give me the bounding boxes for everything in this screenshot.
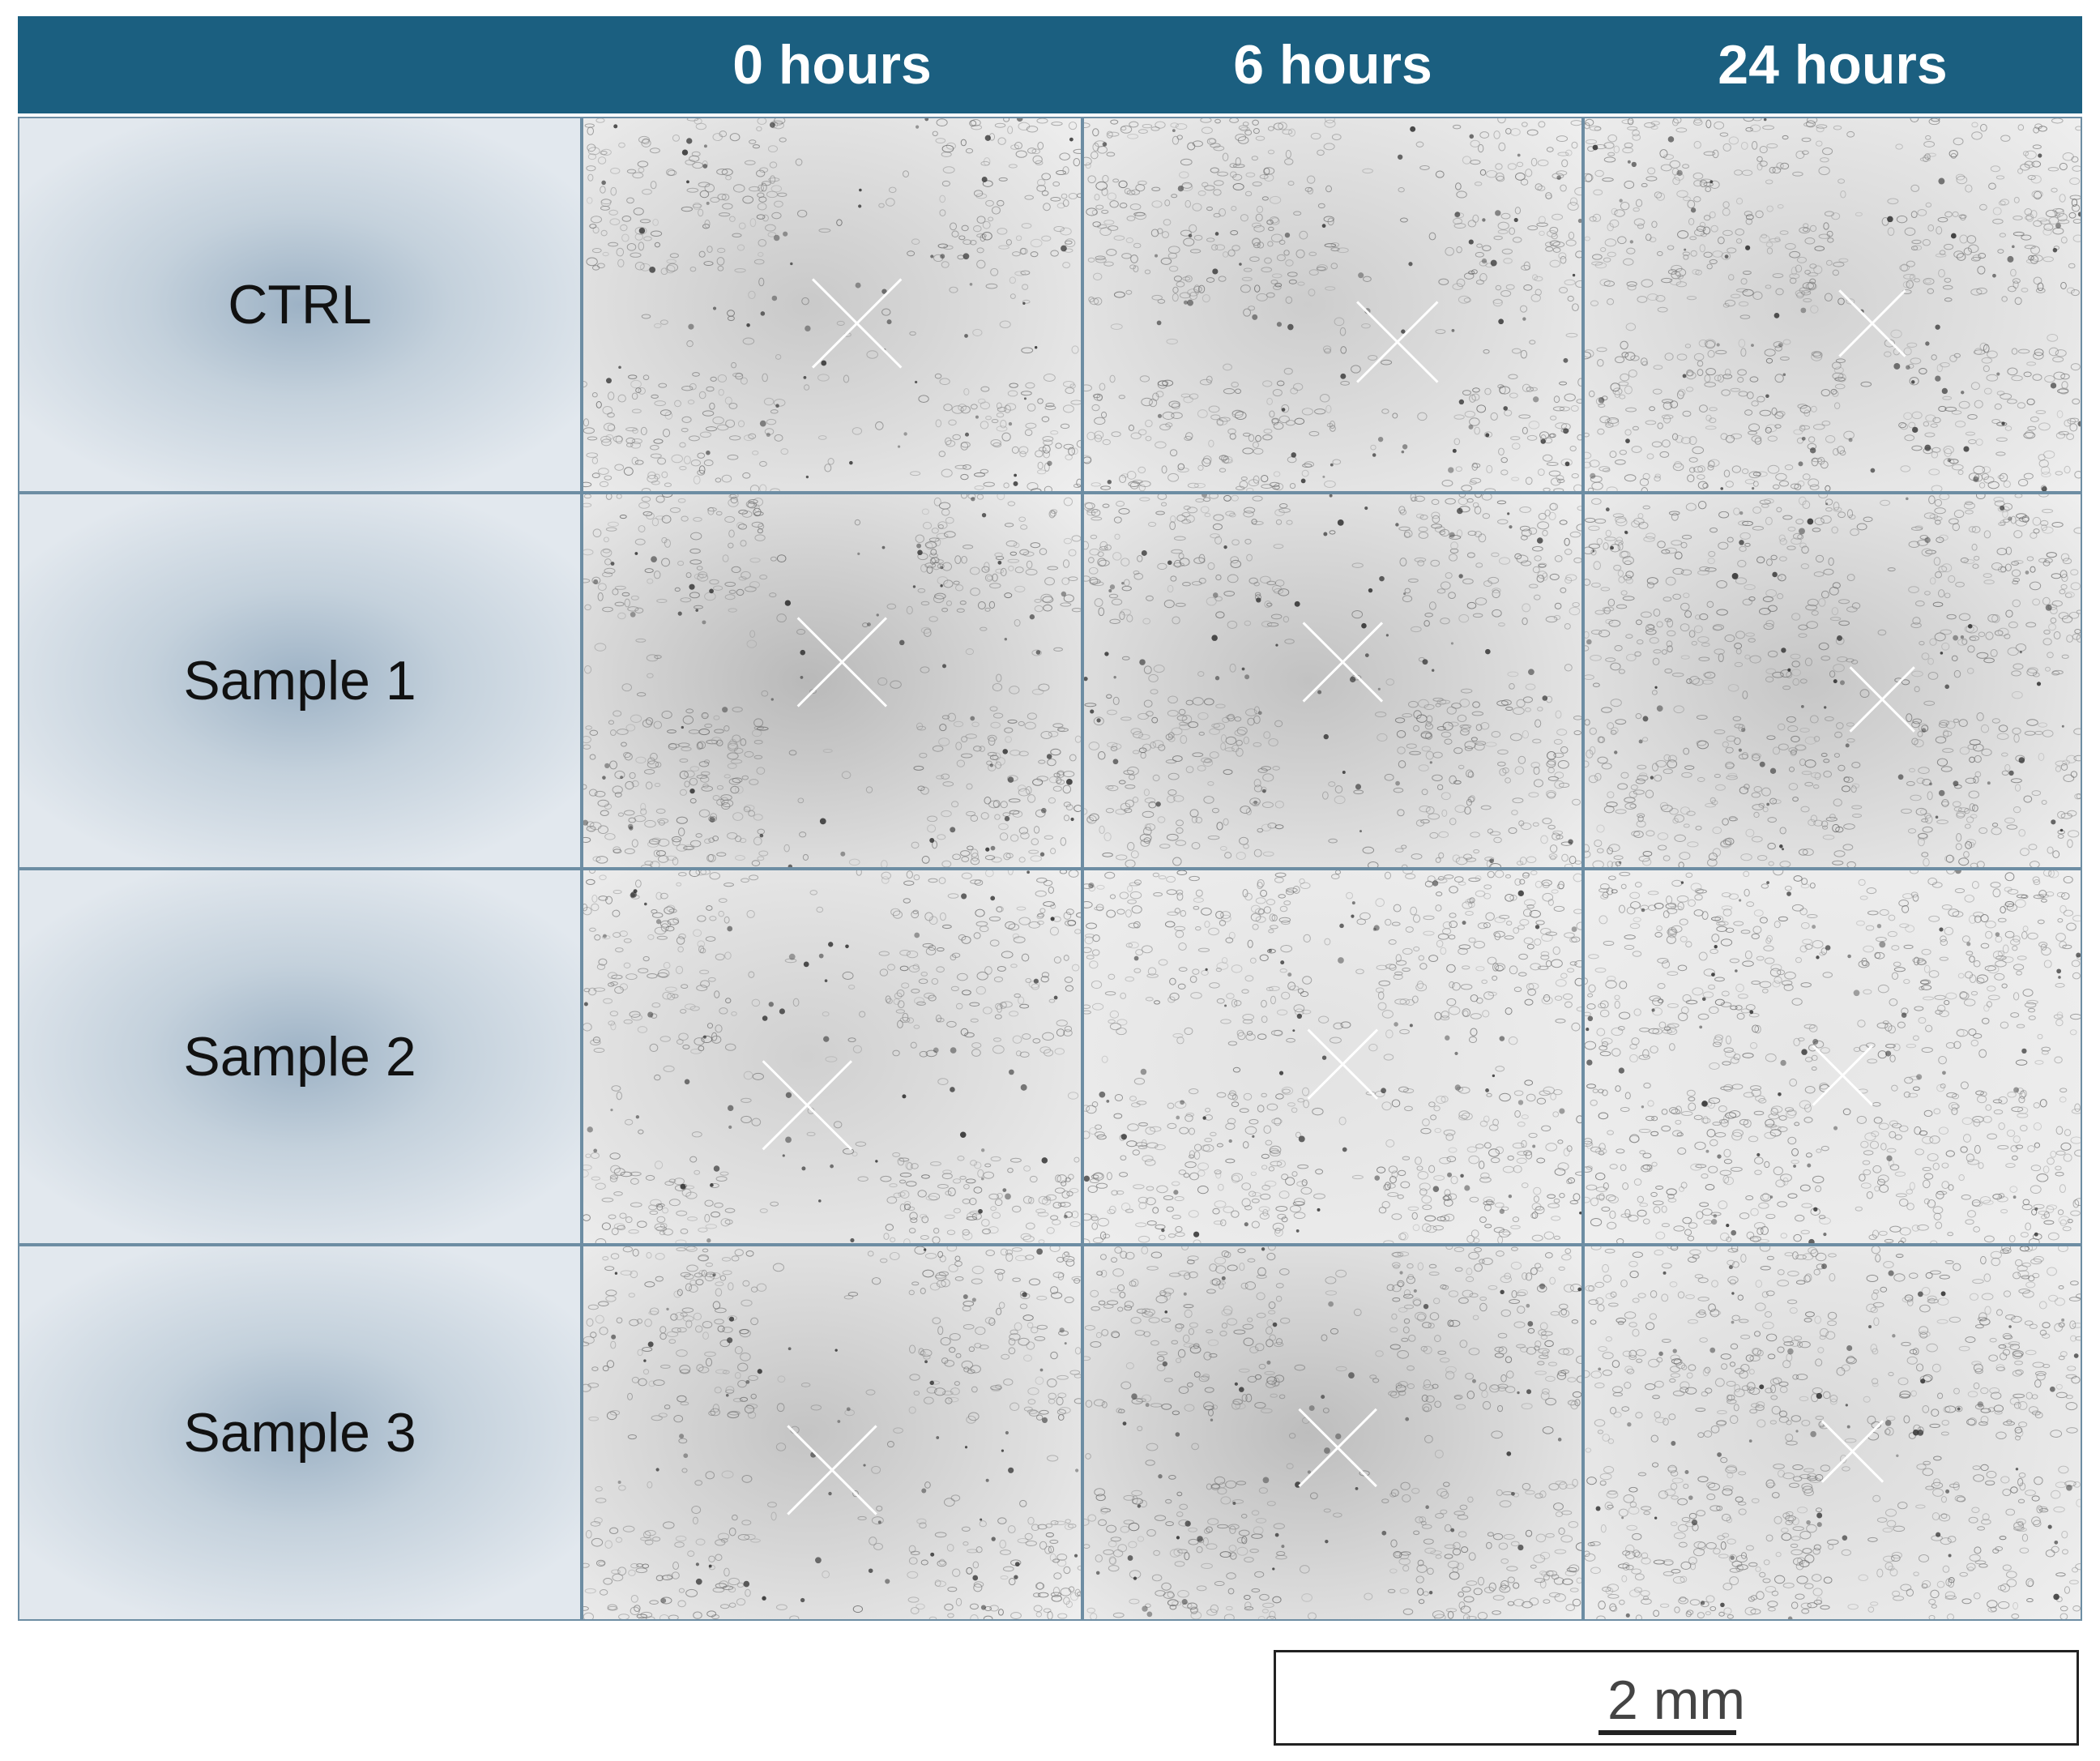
micrograph-1-2: [1583, 493, 2082, 869]
row-label-sample-2: Sample 2: [18, 869, 582, 1245]
scale-bar-line: [1598, 1730, 1736, 1735]
micrograph-1-0: [582, 493, 1082, 869]
cross-marker-line: [796, 617, 888, 707]
micrograph-2-2: [1583, 869, 2082, 1245]
micrograph-image: [1084, 870, 1581, 1243]
micrograph-image: [583, 494, 1081, 867]
micrograph-2-0: [582, 869, 1082, 1245]
micrograph-image: [1084, 118, 1581, 491]
row-label-text: CTRL: [228, 274, 372, 336]
micrograph-3-1: [1082, 1245, 1583, 1621]
cross-marker-line: [1356, 301, 1439, 383]
micrograph-0-1: [1082, 117, 1583, 493]
cross-marker-line: [787, 1425, 877, 1515]
cross-marker-line: [812, 278, 903, 369]
scale-bar-label: 2 mm: [1607, 1669, 1745, 1731]
micrograph-1-1: [1082, 493, 1583, 869]
micrograph-image: [1084, 1246, 1581, 1619]
time-header: 0 hours 6 hours 24 hours: [18, 16, 2082, 117]
micrograph-3-2: [1583, 1245, 2082, 1621]
micrograph-2-1: [1082, 869, 1583, 1245]
cross-marker-line: [1820, 1420, 1884, 1483]
row-label-ctrl: CTRL: [18, 117, 582, 493]
cross-marker-line: [1812, 1045, 1873, 1106]
micrograph-figure: 0 hours 6 hours 24 hours CTRL Sample 1 S…: [18, 16, 2082, 1621]
image-grid: CTRL Sample 1 Sample 2 Sample 3: [18, 117, 2082, 1621]
row-label-sample-1: Sample 1: [18, 493, 582, 869]
cross-marker-line: [1849, 666, 1915, 733]
cross-marker-line: [1298, 1408, 1377, 1488]
micrograph-image: [583, 118, 1081, 491]
micrograph-3-0: [582, 1245, 1082, 1621]
column-header-24h: 24 hours: [1718, 34, 1948, 96]
column-header-0h: 0 hours: [732, 34, 932, 96]
row-label-text: Sample 2: [183, 1026, 416, 1088]
cross-marker-line: [1307, 1028, 1379, 1100]
column-header-6h: 6 hours: [1233, 34, 1432, 96]
micrograph-0-0: [582, 117, 1082, 493]
cross-marker-line: [1302, 622, 1384, 703]
micrograph-image: [583, 1246, 1081, 1619]
micrograph-image: [1585, 1246, 2081, 1619]
micrograph-0-2: [1583, 117, 2082, 493]
row-label-text: Sample 1: [183, 650, 416, 712]
scale-bar: 2 mm: [1274, 1650, 2079, 1746]
micrograph-image: [1585, 494, 2081, 867]
micrograph-image: [1585, 118, 2081, 491]
row-label-text: Sample 3: [183, 1402, 416, 1464]
row-label-sample-3: Sample 3: [18, 1245, 582, 1621]
micrograph-image: [583, 870, 1081, 1243]
cross-marker-line: [1838, 289, 1906, 357]
cross-marker-line: [762, 1060, 852, 1151]
micrograph-image: [1084, 494, 1581, 867]
micrograph-image: [1585, 870, 2081, 1243]
